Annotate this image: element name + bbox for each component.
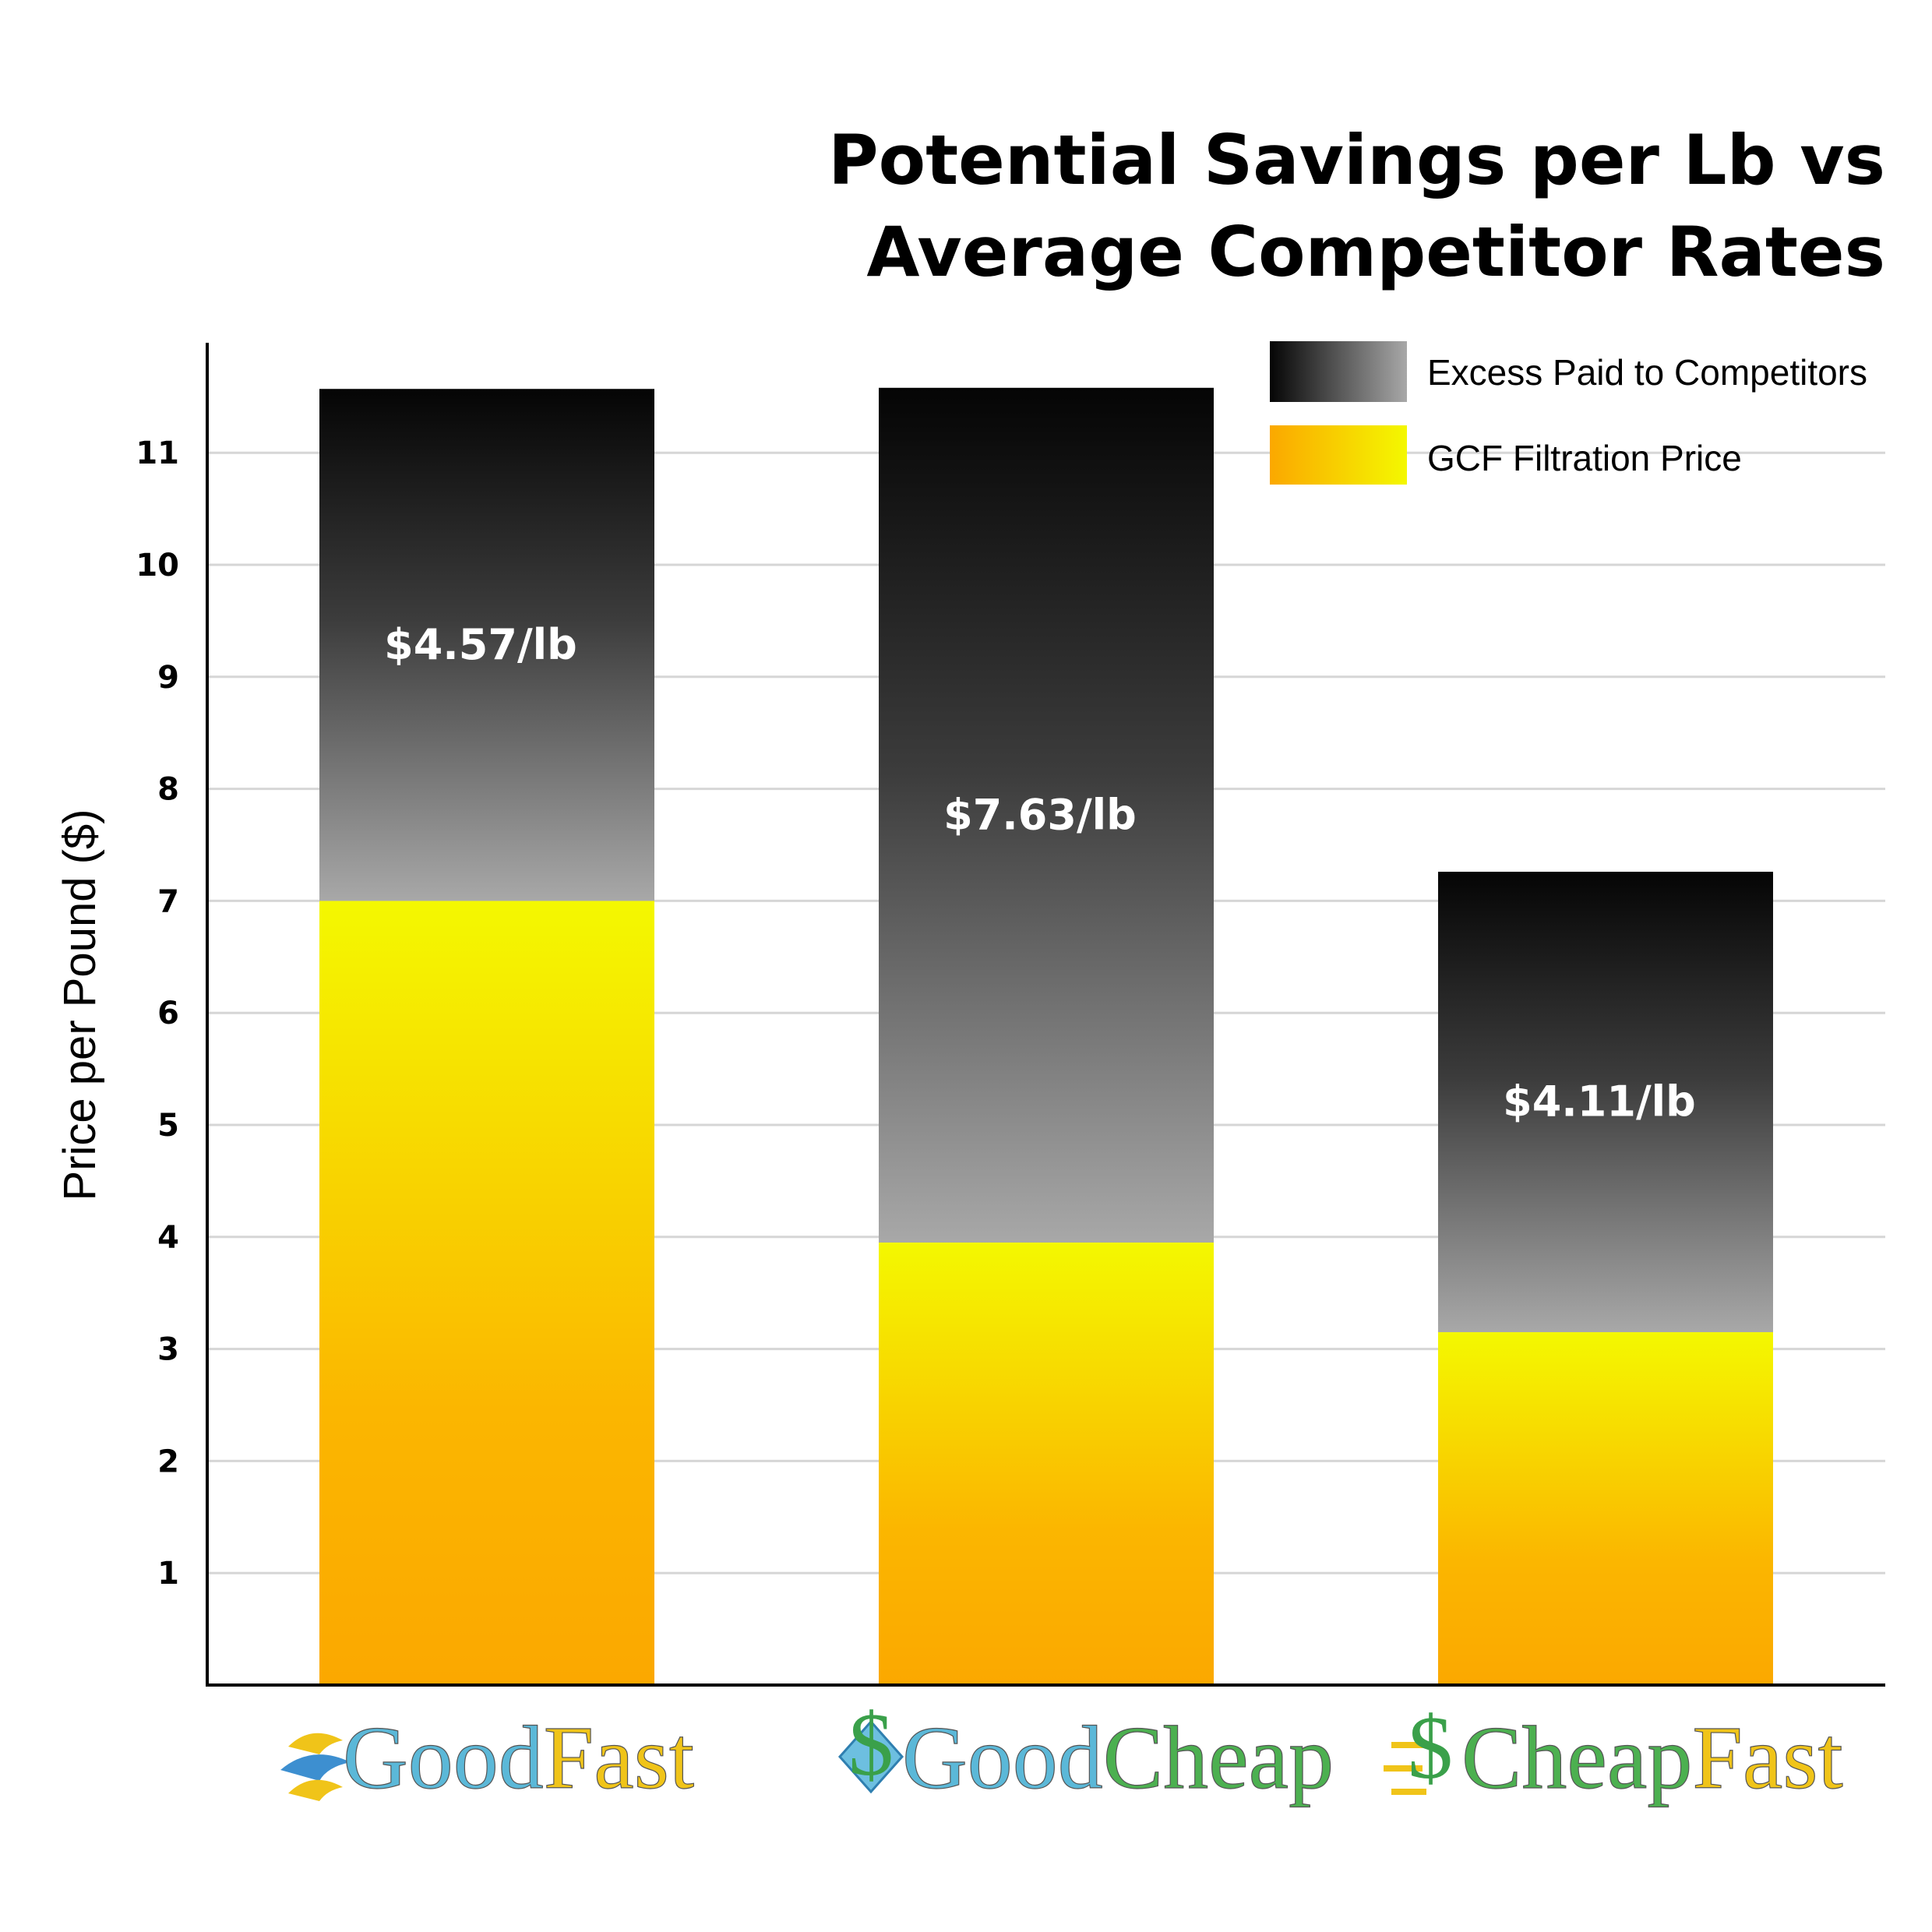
bar-excess-paid xyxy=(1438,872,1773,1333)
bar-data-label: $4.57/lb xyxy=(384,620,577,669)
y-tick-label: 3 xyxy=(157,1332,179,1368)
y-tick-label: 6 xyxy=(157,996,179,1031)
category-logo-goodcheap: $ GoodCheap xyxy=(837,1695,1334,1809)
y-tick-label: 11 xyxy=(136,435,179,471)
bar-gcf-price xyxy=(879,1242,1214,1685)
svg-text:$: $ xyxy=(1408,1698,1453,1798)
chart-title-line-2: Average Competitor Rates xyxy=(866,212,1885,292)
legend-label-base: GCF Filtration Price xyxy=(1427,438,1742,478)
bar-excess-paid xyxy=(879,387,1214,1243)
y-tick-label: 5 xyxy=(157,1108,179,1144)
bars: $4.57/lb $7.63/lb $4.11/lb xyxy=(319,387,1773,1685)
category-logos: GoodFast $ GoodCheap $ CheapFast xyxy=(280,1695,1843,1809)
category-logo-cheapfast: $ CheapFast xyxy=(1384,1698,1843,1809)
y-tick-label: 9 xyxy=(157,660,179,696)
dollar-speed-icon: $ xyxy=(1384,1698,1453,1798)
y-tick-labels: 1 2 3 4 5 6 7 8 9 10 11 xyxy=(136,435,179,1592)
y-axis-title: Price per Pound ($) xyxy=(55,809,105,1201)
category-logo-goodfast: GoodFast xyxy=(280,1708,695,1809)
bar-data-label: $7.63/lb xyxy=(943,790,1137,839)
chart-title-line-1: Potential Savings per Lb vs xyxy=(828,120,1885,200)
bar-gcf-price xyxy=(1438,1332,1773,1685)
wave-icon xyxy=(280,1733,351,1801)
category-logo-text: GoodCheap xyxy=(902,1708,1334,1808)
svg-text:$: $ xyxy=(848,1695,894,1795)
category-logo-text: GoodFast xyxy=(343,1708,694,1808)
y-tick-label: 2 xyxy=(157,1444,179,1479)
y-tick-label: 7 xyxy=(157,883,179,919)
legend-label-excess: Excess Paid to Competitors xyxy=(1427,352,1867,393)
y-tick-label: 1 xyxy=(157,1556,179,1592)
dollar-diamond-icon: $ xyxy=(837,1695,904,1795)
y-tick-label: 4 xyxy=(157,1220,179,1256)
legend-swatch-excess xyxy=(1270,341,1407,402)
category-logo-text: CheapFast xyxy=(1461,1708,1843,1808)
bar-data-label: $4.11/lb xyxy=(1503,1077,1696,1126)
y-tick-label: 8 xyxy=(157,772,179,808)
bar-excess-paid xyxy=(319,389,654,901)
legend: Excess Paid to Competitors GCF Filtratio… xyxy=(1270,341,1867,485)
legend-swatch-base xyxy=(1270,425,1407,485)
bar-gcf-price xyxy=(319,901,654,1685)
y-tick-label: 10 xyxy=(136,548,179,583)
